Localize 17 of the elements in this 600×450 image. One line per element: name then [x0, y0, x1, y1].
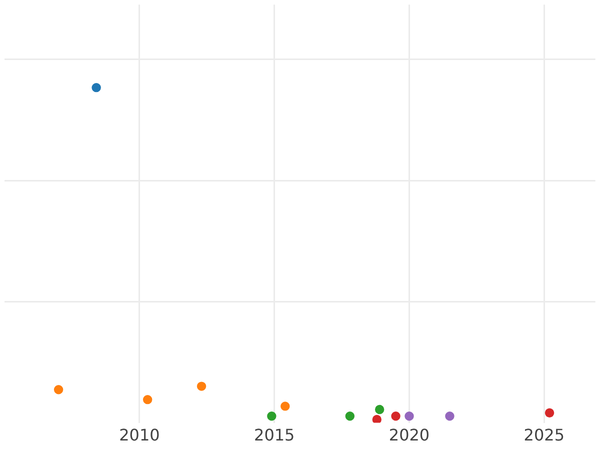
x-tick-label: 2025 [524, 426, 565, 445]
x-tick-label: 2015 [254, 426, 295, 445]
point [280, 402, 290, 411]
point [54, 385, 64, 394]
point [196, 382, 206, 391]
point [142, 394, 152, 404]
point [372, 414, 382, 423]
x-tick-label: 2010 [119, 426, 160, 445]
point [544, 408, 554, 418]
point [345, 412, 355, 421]
point [92, 82, 101, 92]
point [404, 412, 414, 421]
point [445, 412, 454, 421]
point [391, 412, 400, 421]
point [267, 412, 276, 421]
point [374, 404, 384, 414]
x-tick-label: 2020 [388, 426, 430, 445]
